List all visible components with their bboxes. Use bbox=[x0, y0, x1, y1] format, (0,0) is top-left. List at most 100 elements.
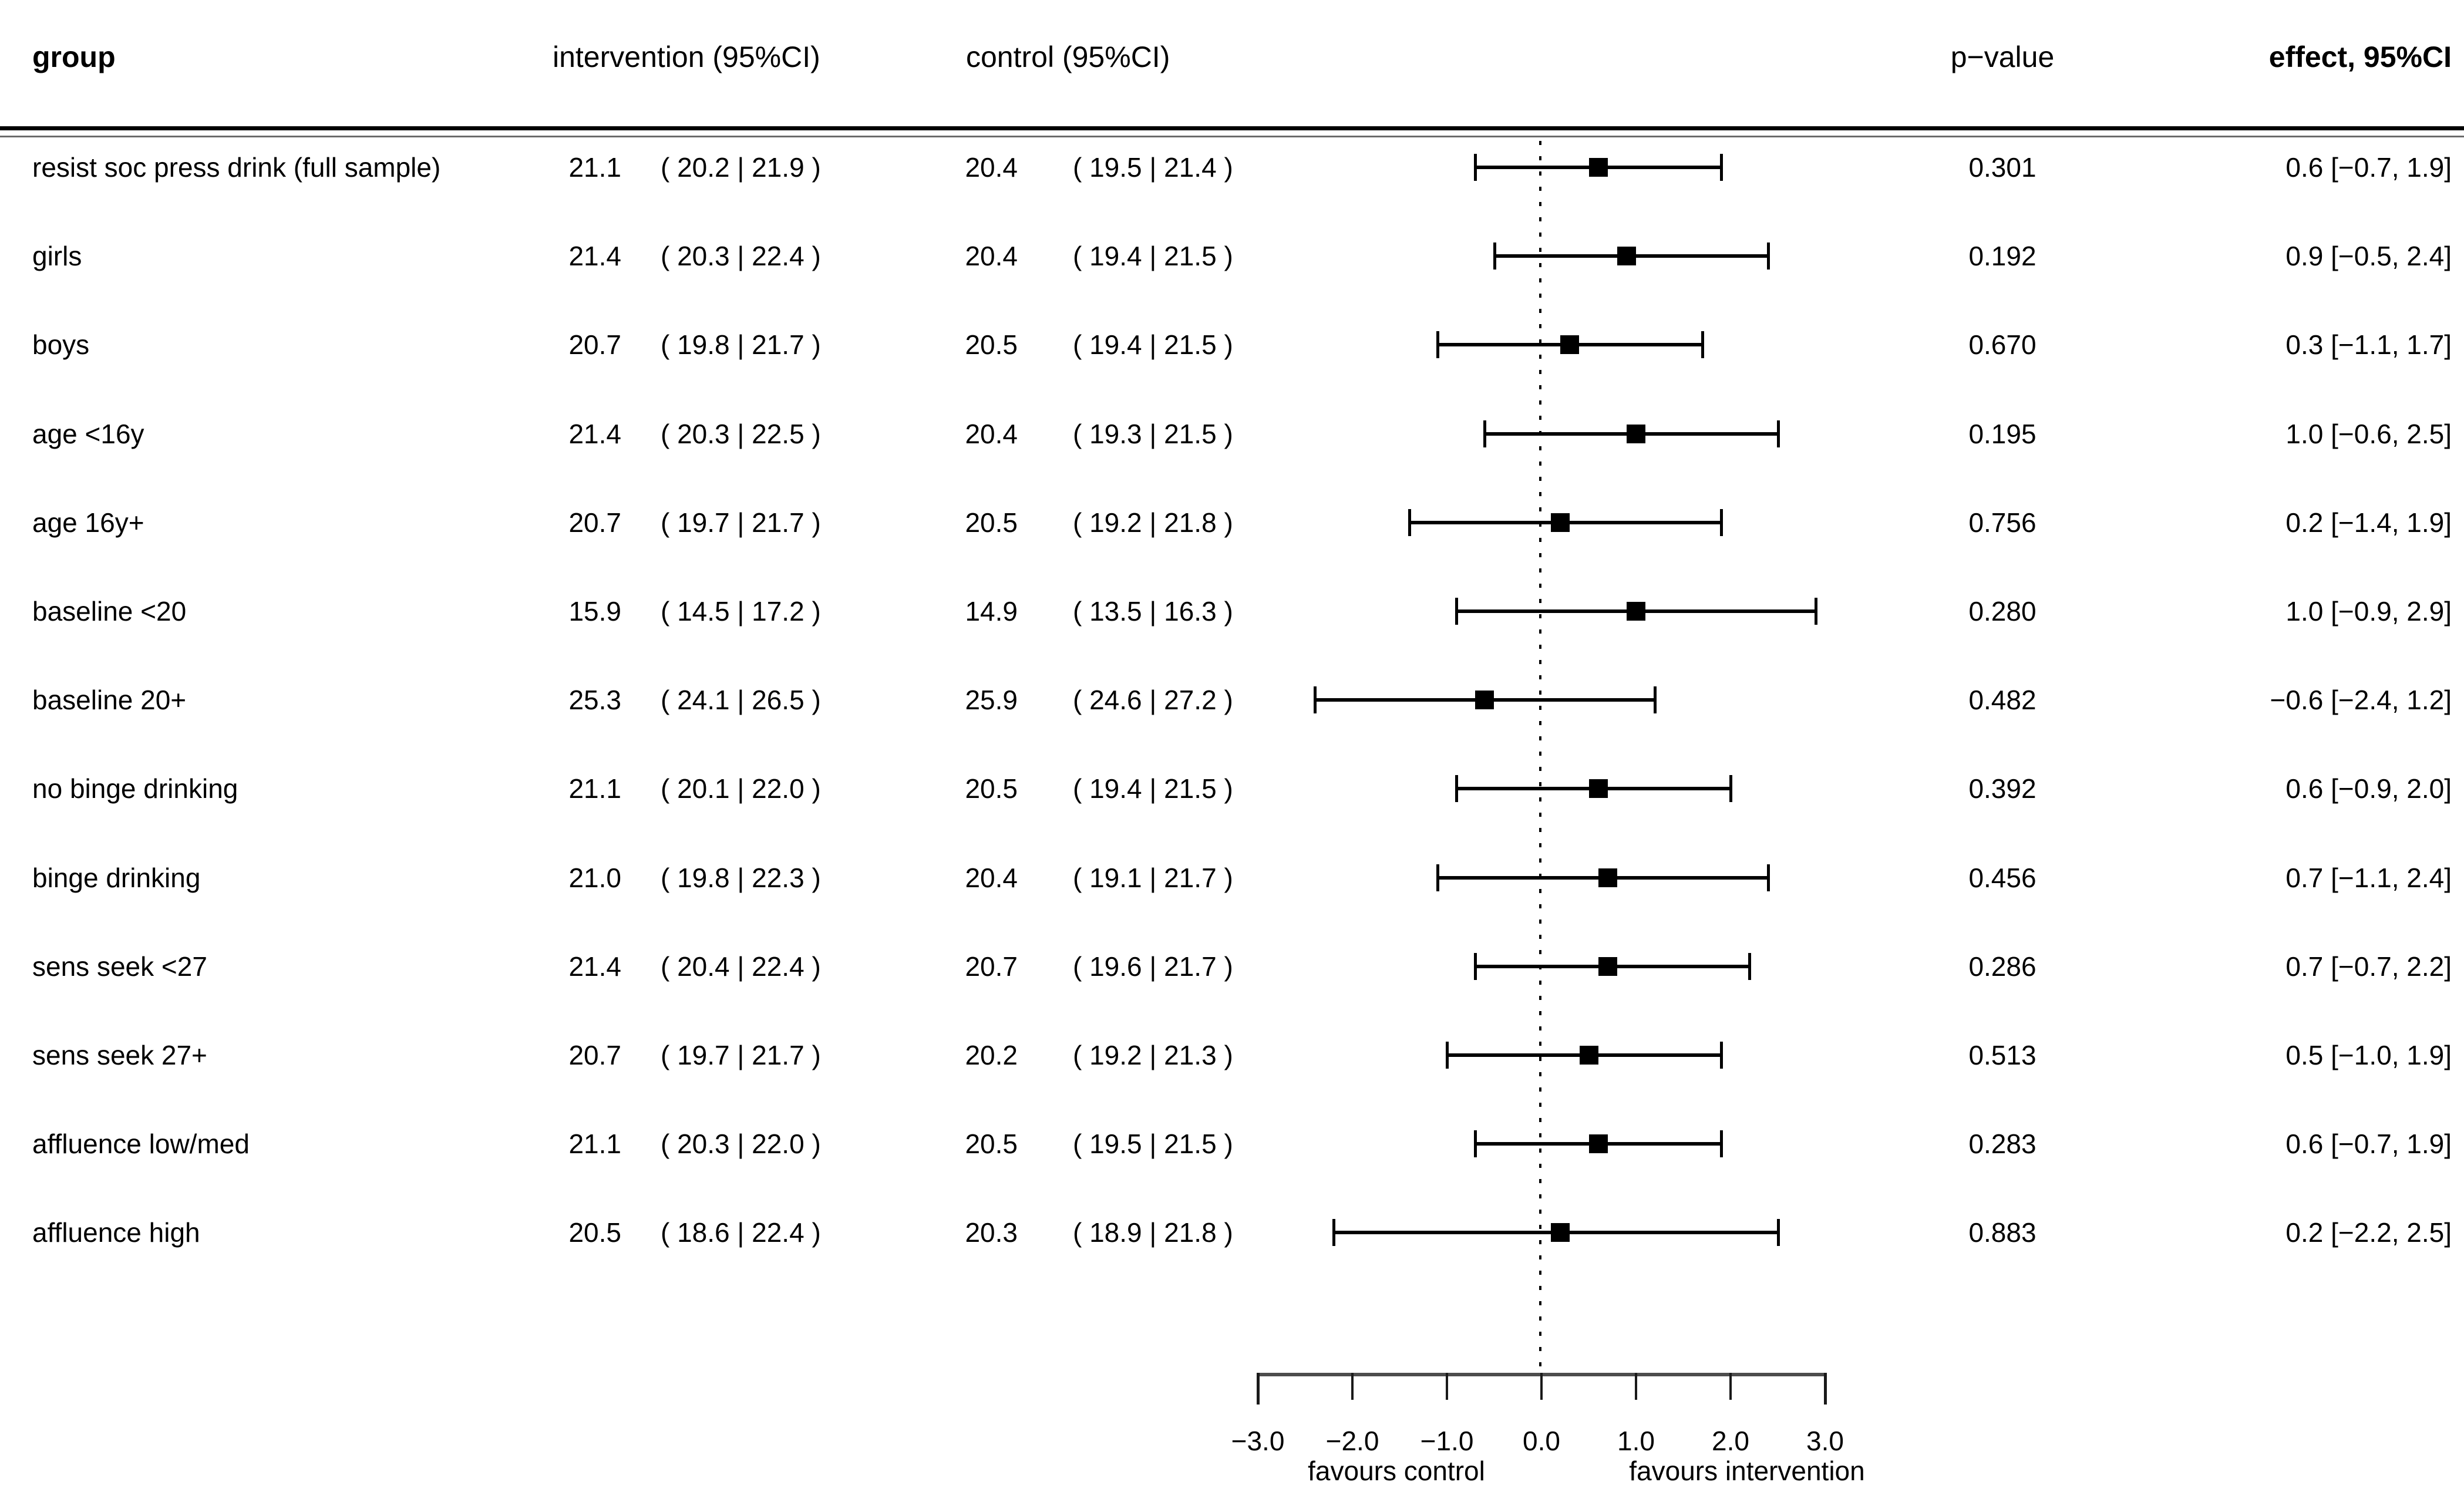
ci-cap-right bbox=[1719, 154, 1723, 181]
row-effect-ci: 0.2 [−1.4, 1.9] bbox=[2285, 507, 2452, 538]
effect-marker bbox=[1588, 158, 1608, 177]
ci-cap-right bbox=[1748, 952, 1752, 980]
row-effect-ci: 1.0 [−0.9, 2.9] bbox=[2285, 596, 2452, 627]
zero-reference-line bbox=[1539, 141, 1541, 1373]
ci-cap-left bbox=[1474, 952, 1477, 980]
table-row: sens seek <27 21.4 ( 20.4 | 22.4 ) 20.7 ( 19… bbox=[0, 948, 2464, 985]
ci-cap-left bbox=[1313, 686, 1317, 714]
row-effect-ci: 0.6 [−0.7, 1.9] bbox=[2285, 152, 2452, 183]
row-control-ci: ( 24.6 | 27.2 ) bbox=[1073, 685, 1233, 716]
row-group-label: baseline <20 bbox=[32, 596, 187, 627]
row-group-label: age <16y bbox=[32, 418, 144, 449]
row-p-value: 0.482 bbox=[1968, 685, 2036, 716]
row-group-label: sens seek <27 bbox=[32, 951, 207, 982]
row-control-mean: 20.5 bbox=[965, 1129, 1018, 1160]
table-row: sens seek 27+ 20.7 ( 19.7 | 21.7 ) 20.2 ( 19… bbox=[0, 1036, 2464, 1074]
ci-cap-left bbox=[1408, 508, 1411, 536]
row-control-ci: ( 19.4 | 21.5 ) bbox=[1073, 773, 1233, 804]
row-control-ci: ( 19.3 | 21.5 ) bbox=[1073, 418, 1233, 449]
ci-cap-right bbox=[1719, 1042, 1723, 1069]
ci-cap-left bbox=[1474, 154, 1477, 181]
row-intervention-ci: ( 19.7 | 21.7 ) bbox=[661, 507, 821, 538]
x-axis-tick bbox=[1540, 1373, 1543, 1400]
table-row: affluence low/med 21.1 ( 20.3 | 22.0 ) 20.5… bbox=[0, 1125, 2464, 1163]
row-intervention-ci: ( 20.3 | 22.4 ) bbox=[661, 241, 821, 272]
table-row: age 16y+ 20.7 ( 19.7 | 21.7 ) 20.5 ( 19.2 | … bbox=[0, 504, 2464, 541]
ci-cap-right bbox=[1701, 331, 1704, 359]
row-effect-ci: 0.2 [−2.2, 2.5] bbox=[2285, 1217, 2452, 1248]
ci-cap-left bbox=[1436, 864, 1439, 891]
row-intervention-ci: ( 20.4 | 22.4 ) bbox=[661, 951, 821, 982]
row-intervention-ci: ( 14.5 | 17.2 ) bbox=[661, 596, 821, 627]
table-row: baseline <20 15.9 ( 14.5 | 17.2 ) 14.9 ( 13.… bbox=[0, 592, 2464, 630]
row-p-value: 0.883 bbox=[1968, 1217, 2036, 1248]
row-control-mean: 20.4 bbox=[965, 862, 1018, 893]
ci-cap-right bbox=[1776, 1219, 1780, 1247]
row-p-value: 0.192 bbox=[1968, 241, 2036, 272]
x-axis-tick-label: 0.0 bbox=[1523, 1426, 1560, 1456]
row-control-ci: ( 13.5 | 16.3 ) bbox=[1073, 596, 1233, 627]
ci-cap-left bbox=[1483, 420, 1487, 447]
row-control-ci: ( 19.5 | 21.5 ) bbox=[1073, 1129, 1233, 1160]
x-axis-tick-label: 3.0 bbox=[1806, 1426, 1844, 1456]
row-group-label: girls bbox=[32, 241, 82, 272]
ci-cap-left bbox=[1455, 775, 1459, 803]
row-p-value: 0.195 bbox=[1968, 418, 2036, 449]
row-control-ci: ( 19.6 | 21.7 ) bbox=[1073, 951, 1233, 982]
row-intervention-mean: 20.7 bbox=[568, 507, 621, 538]
row-intervention-mean: 21.0 bbox=[568, 862, 621, 893]
effect-marker bbox=[1598, 868, 1617, 887]
row-intervention-mean: 21.4 bbox=[568, 418, 621, 449]
row-control-ci: ( 19.4 | 21.5 ) bbox=[1073, 329, 1233, 361]
row-intervention-ci: ( 24.1 | 26.5 ) bbox=[661, 685, 821, 716]
row-effect-ci: 0.5 [−1.0, 1.9] bbox=[2285, 1040, 2452, 1070]
row-group-label: age 16y+ bbox=[32, 507, 144, 538]
row-intervention-ci: ( 20.3 | 22.0 ) bbox=[661, 1129, 821, 1160]
axis-label-favours-control: favours control bbox=[1308, 1456, 1485, 1486]
row-control-mean: 20.4 bbox=[965, 418, 1018, 449]
row-effect-ci: 0.6 [−0.9, 2.0] bbox=[2285, 773, 2452, 804]
effect-marker bbox=[1627, 424, 1645, 443]
header-control: control (95%CI) bbox=[966, 41, 1170, 73]
row-p-value: 0.456 bbox=[1968, 862, 2036, 893]
row-intervention-ci: ( 20.1 | 22.0 ) bbox=[661, 773, 821, 804]
x-axis-tick bbox=[1446, 1373, 1448, 1400]
row-control-mean: 20.5 bbox=[965, 773, 1018, 804]
x-axis-tick-label: 2.0 bbox=[1712, 1426, 1749, 1456]
ci-cap-right bbox=[1767, 243, 1770, 270]
x-axis-tick-label: −1.0 bbox=[1420, 1426, 1474, 1456]
effect-marker bbox=[1560, 335, 1580, 355]
row-intervention-ci: ( 19.7 | 21.7 ) bbox=[661, 1040, 821, 1070]
ci-cap-right bbox=[1729, 775, 1732, 803]
header-separator-line-thin bbox=[0, 136, 2464, 137]
row-effect-ci: 0.6 [−0.7, 1.9] bbox=[2285, 1129, 2452, 1160]
header-separator-line bbox=[0, 126, 2464, 130]
row-control-mean: 14.9 bbox=[965, 596, 1018, 627]
effect-marker bbox=[1598, 957, 1617, 976]
ci-cap-right bbox=[1814, 598, 1817, 625]
row-control-mean: 20.4 bbox=[965, 152, 1018, 183]
effect-marker bbox=[1551, 513, 1570, 532]
row-control-mean: 20.7 bbox=[965, 951, 1018, 982]
row-group-label: affluence high bbox=[32, 1217, 200, 1248]
table-row: binge drinking 21.0 ( 19.8 | 22.3 ) 20.4 ( 1… bbox=[0, 859, 2464, 897]
ci-cap-left bbox=[1446, 1042, 1449, 1069]
ci-cap-right bbox=[1719, 508, 1723, 536]
effect-marker bbox=[1617, 247, 1636, 266]
row-control-mean: 20.4 bbox=[965, 241, 1018, 272]
ci-cap-left bbox=[1474, 1130, 1477, 1158]
row-p-value: 0.286 bbox=[1968, 951, 2036, 982]
row-control-mean: 20.3 bbox=[965, 1217, 1018, 1248]
row-effect-ci: 0.3 [−1.1, 1.7] bbox=[2285, 329, 2452, 361]
table-row: girls 21.4 ( 20.3 | 22.4 ) 20.4 ( 19.4 | 21.… bbox=[0, 237, 2464, 275]
row-group-label: binge drinking bbox=[32, 862, 201, 893]
row-intervention-mean: 25.3 bbox=[568, 685, 621, 716]
row-intervention-mean: 15.9 bbox=[568, 596, 621, 627]
header-effect: effect, 95%CI bbox=[2268, 41, 2452, 73]
x-axis-tick bbox=[1824, 1373, 1827, 1405]
ci-cap-left bbox=[1455, 598, 1459, 625]
row-intervention-ci: ( 20.3 | 22.5 ) bbox=[661, 418, 821, 449]
x-axis-tick-label: −2.0 bbox=[1325, 1426, 1379, 1456]
axis-label-favours-intervention: favours intervention bbox=[1629, 1456, 1865, 1486]
row-group-label: affluence low/med bbox=[32, 1129, 250, 1160]
